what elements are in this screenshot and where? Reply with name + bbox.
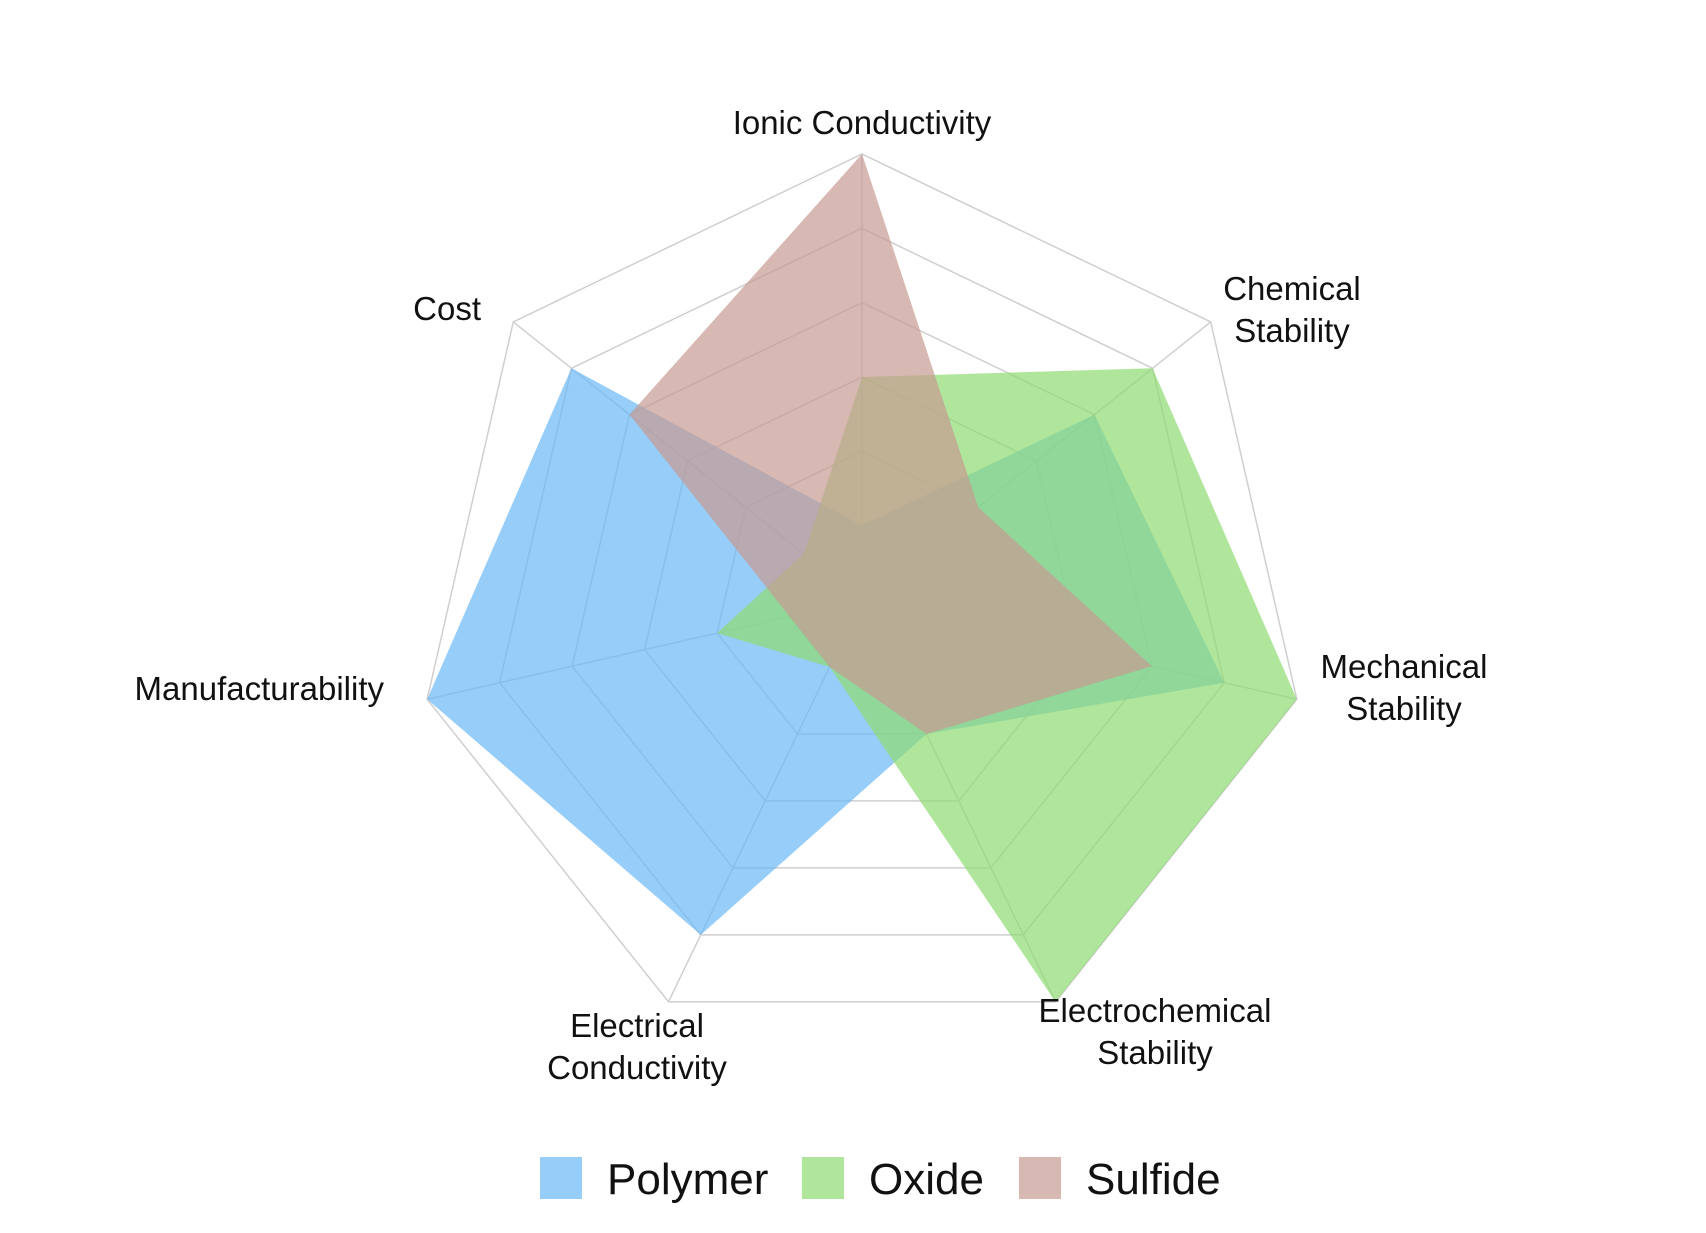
axis-label-line: Electrochemical: [1039, 992, 1272, 1029]
legend-swatch-sulfide: [1019, 1157, 1061, 1199]
legend-swatch-polymer: [540, 1157, 582, 1199]
legend-label-sulfide: Sulfide: [1086, 1155, 1221, 1204]
axis-label-line: Stability: [1234, 312, 1350, 349]
axis-label-7: Cost: [413, 290, 481, 327]
axis-label-5: Electrical Conductivity: [547, 1007, 727, 1086]
axis-label-3: Mechanical Stability: [1321, 648, 1488, 727]
axis-label-2: Chemical Stability: [1223, 270, 1361, 349]
legend-label-oxide: Oxide: [869, 1155, 984, 1204]
axis-label-line: Electrical: [570, 1007, 704, 1044]
axis-label-line: Stability: [1097, 1034, 1213, 1071]
axis-label-line: Ionic Conductivity: [733, 104, 992, 141]
axis-label-line: Conductivity: [547, 1049, 727, 1086]
axis-label-line: Cost: [413, 290, 481, 327]
axis-label-line: Manufacturability: [135, 670, 385, 707]
legend-label-polymer: Polymer: [607, 1155, 768, 1204]
axis-label-6: Manufacturability: [135, 670, 385, 707]
axis-label-4: Electrochemical Stability: [1039, 992, 1272, 1071]
radar-series: [427, 154, 1297, 1002]
legend: Polymer Oxide Sulfide: [540, 1155, 1221, 1204]
axis-label-line: Stability: [1346, 690, 1462, 727]
axis-label-line: Mechanical: [1321, 648, 1488, 685]
legend-swatch-oxide: [802, 1157, 844, 1199]
axis-label-1: Ionic Conductivity: [733, 104, 992, 141]
axis-label-line: Chemical: [1223, 270, 1361, 307]
